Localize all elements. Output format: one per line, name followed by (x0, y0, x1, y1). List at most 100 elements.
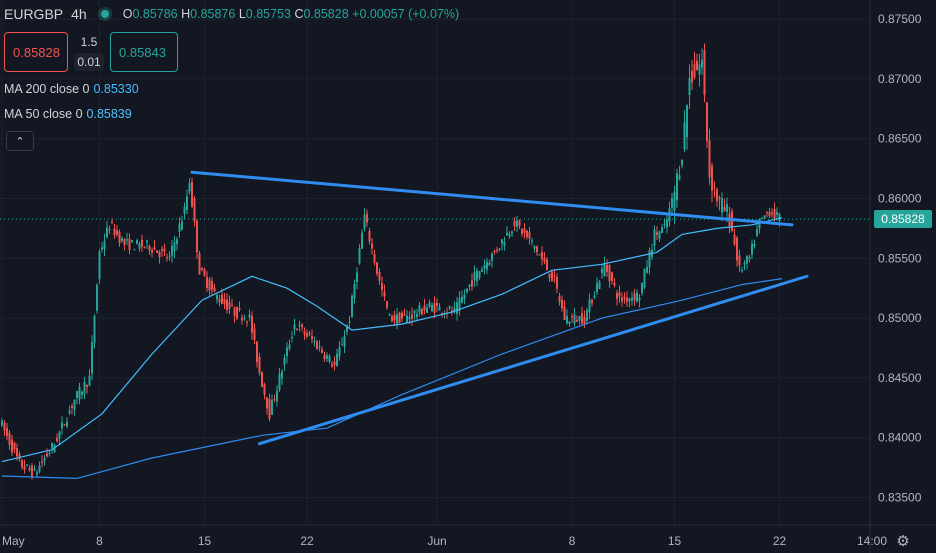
candle-body (191, 181, 193, 207)
candle-body (28, 468, 31, 471)
ma200-legend[interactable]: MA 200 close 0 0.85330 (4, 82, 139, 96)
time-axis[interactable]: May 8 15 22 Jun 8 15 22 14:00 (0, 524, 936, 548)
ma200-label: MA 200 close 0 (4, 82, 90, 96)
price-axis[interactable]: 0.87500 0.87000 0.86500 0.86000 0.85500 0.850… (869, 0, 922, 553)
candle-body (573, 314, 576, 324)
candle-body (678, 175, 681, 180)
candle-body (571, 316, 573, 318)
candle-body (58, 431, 61, 439)
candle-body (51, 443, 53, 448)
candle-body (431, 305, 433, 312)
x-tick-label: 22 (773, 534, 787, 548)
timeframe[interactable]: 4h (71, 6, 87, 22)
candle-body (771, 212, 773, 215)
candle-body (123, 238, 126, 245)
candle-body (406, 315, 408, 323)
candle-body (113, 228, 116, 236)
candle-body (358, 248, 361, 264)
candle-body (503, 241, 506, 246)
quantity-input[interactable]: 0.01 (74, 53, 104, 71)
candle-body (298, 324, 301, 326)
candle-body (38, 465, 41, 472)
candle-body (636, 292, 638, 302)
candle-body (693, 64, 696, 78)
symbol-name[interactable]: EURGBP (4, 6, 64, 22)
candle-body (436, 302, 438, 307)
candle-body (556, 277, 558, 289)
candle-body (591, 300, 593, 304)
x-tick-label: 8 (569, 534, 576, 548)
candle-body (16, 448, 18, 457)
buy-button[interactable]: 0.85843 (110, 32, 178, 72)
candle-body (541, 252, 543, 260)
candle-body (241, 317, 243, 321)
candle-body (633, 293, 636, 301)
candle-body (76, 390, 78, 398)
candle-body (438, 306, 441, 311)
candle-body (8, 432, 11, 445)
candle-body (366, 213, 368, 223)
candle-body (711, 165, 713, 191)
candle-body (628, 298, 631, 302)
candle-body (363, 214, 366, 230)
candle-body (291, 336, 293, 338)
candle-body (681, 159, 683, 166)
y-tick-label: 0.87000 (878, 72, 922, 86)
candle-body (278, 373, 281, 390)
candle-body (293, 324, 296, 330)
candle-body (31, 465, 33, 478)
candle-body (546, 259, 548, 271)
candle-body (61, 422, 63, 429)
candle-body (721, 198, 723, 213)
candle-body (126, 239, 128, 241)
candle-body (688, 77, 691, 96)
ma50-legend[interactable]: MA 50 close 0 0.85839 (4, 107, 132, 121)
low-value: 0.85753 (245, 7, 291, 21)
chevron-up-icon[interactable]: ⌃ (6, 131, 34, 151)
candle-body (151, 250, 153, 253)
candle-body (66, 421, 68, 427)
candle-body (233, 307, 236, 317)
candle-body (181, 221, 183, 230)
candle-body (228, 301, 231, 309)
candle-body (686, 105, 688, 137)
candle-body (616, 292, 618, 299)
gear-icon[interactable]: ⚙ (896, 533, 910, 550)
lower-trendline (258, 274, 809, 446)
candle-body (766, 212, 768, 214)
candle-body (83, 381, 86, 394)
candle-body (236, 306, 238, 319)
candle-body (403, 314, 406, 316)
candle-body (128, 238, 131, 250)
candle-body (658, 231, 661, 239)
candle-body (401, 312, 403, 319)
candle-body (768, 211, 771, 217)
candle-body (513, 220, 516, 227)
sell-button[interactable]: 0.85828 (4, 32, 68, 72)
y-tick-label: 0.84000 (878, 431, 922, 445)
candle-body (391, 316, 393, 322)
trendlines[interactable] (190, 170, 809, 446)
candle-body (423, 305, 426, 311)
candle-body (281, 371, 283, 379)
candle-body (713, 187, 716, 189)
y-tick-label: 0.86500 (878, 132, 922, 146)
candle-body (643, 269, 646, 288)
candle-body (581, 313, 583, 324)
candle-body (586, 310, 588, 321)
candle-body (238, 308, 241, 310)
candle-body (691, 70, 693, 83)
candle-body (673, 191, 676, 211)
current-price-tag: 0.85828 (874, 210, 932, 228)
candle-body (598, 281, 601, 289)
candle-body (118, 231, 121, 244)
candle-body (538, 254, 541, 256)
candle-body (508, 233, 511, 237)
candle-body (543, 257, 546, 262)
candle-body (378, 272, 381, 281)
candle-body (578, 316, 581, 321)
candle-body (326, 355, 328, 359)
candle-body (388, 314, 391, 316)
candle-body (86, 385, 88, 387)
